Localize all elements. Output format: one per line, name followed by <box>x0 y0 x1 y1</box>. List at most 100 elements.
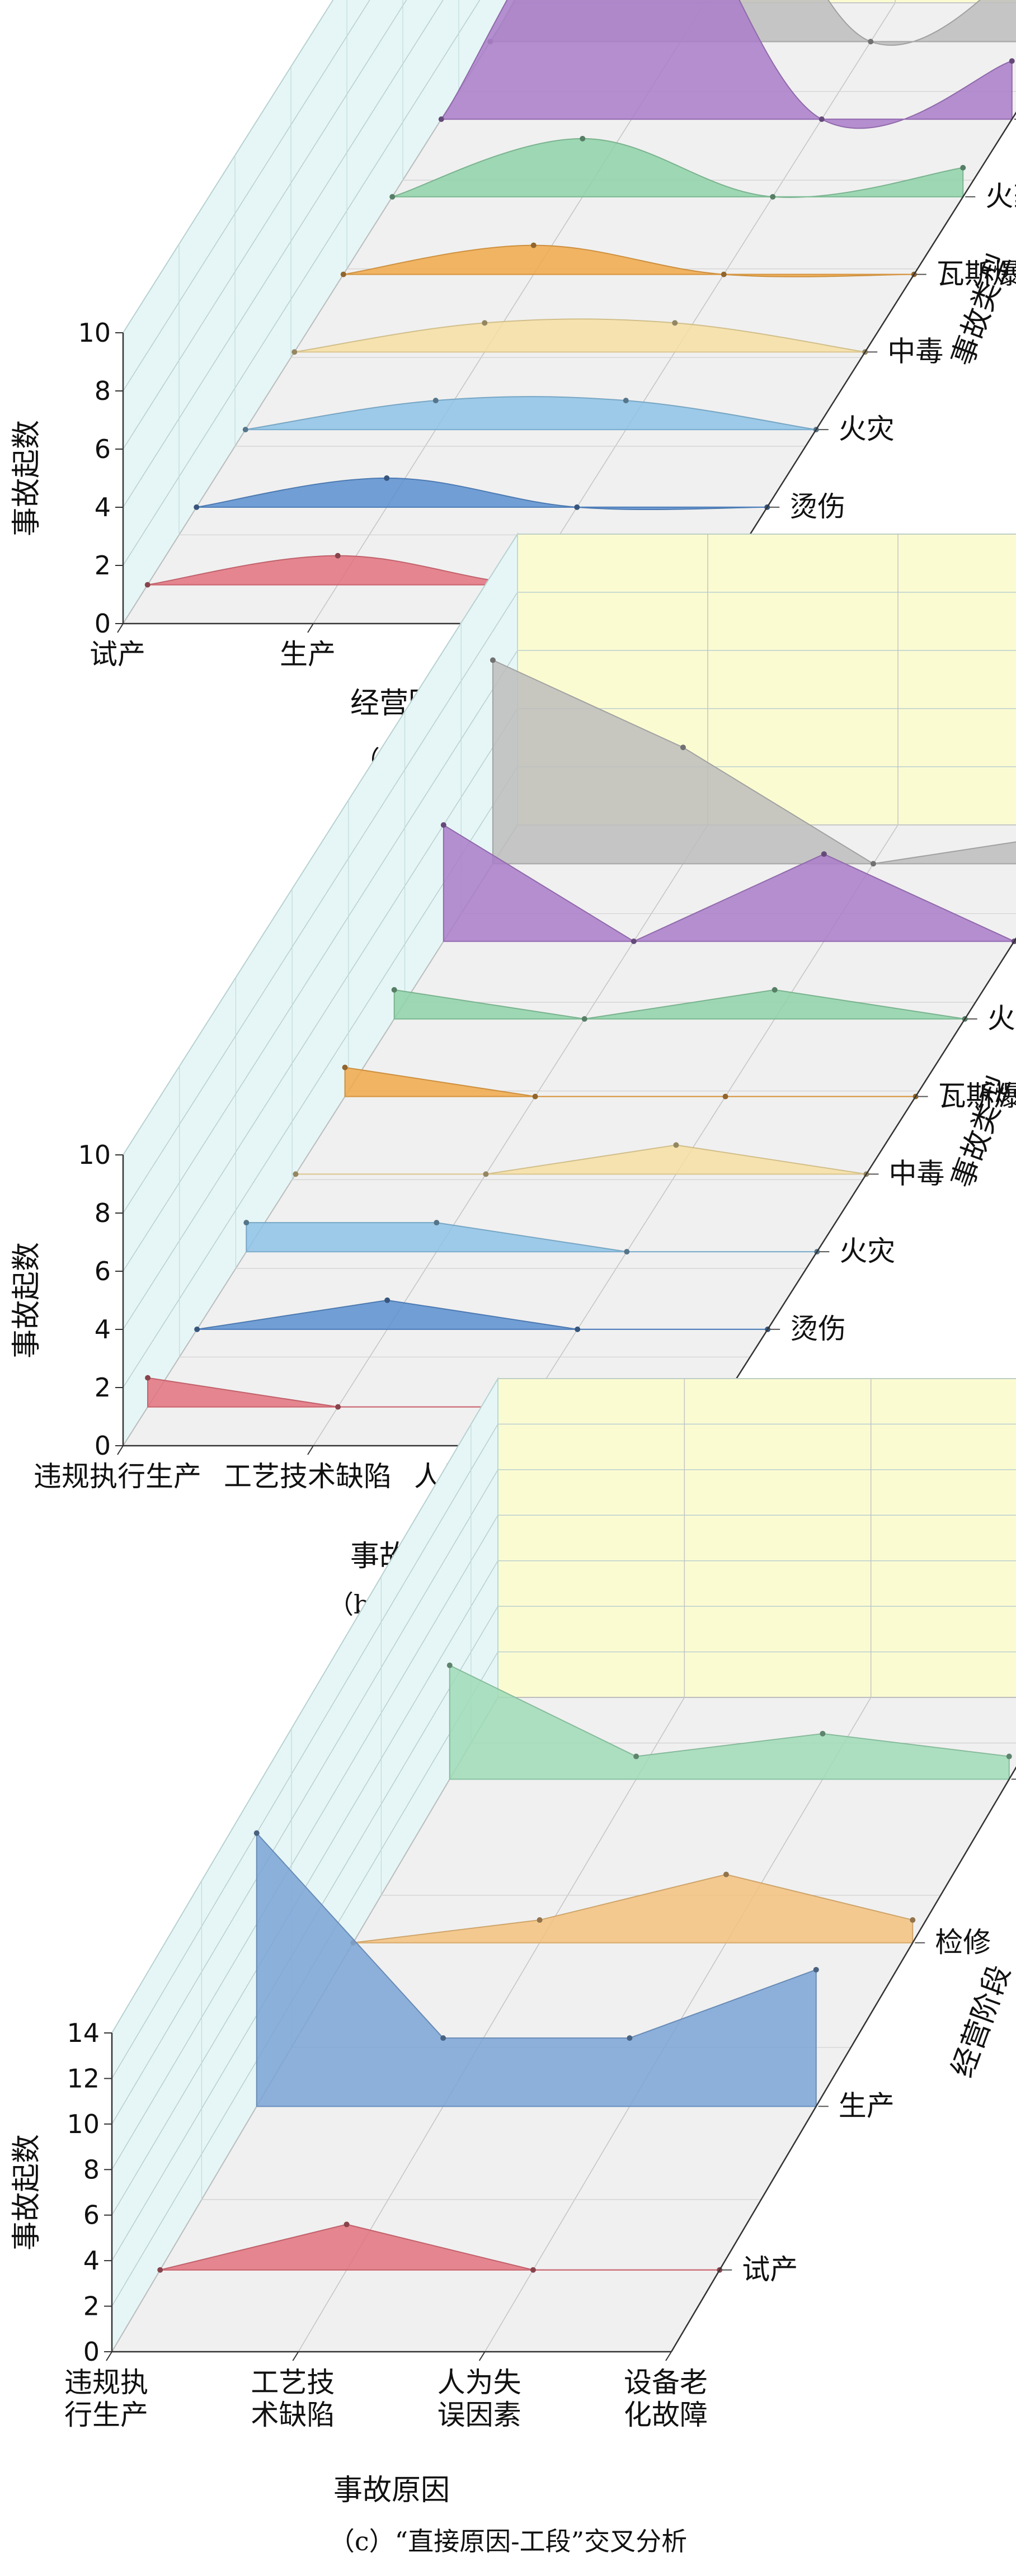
data-point-5-1 <box>342 1064 348 1070</box>
y-tick-label: 6 <box>95 1256 111 1286</box>
data-point-6-2 <box>580 135 586 141</box>
data-point-1-2 <box>335 553 341 559</box>
data-point-6-3 <box>772 987 778 993</box>
data-point-6-1 <box>391 987 397 993</box>
back-wall <box>497 1378 1016 1698</box>
data-point-2-1 <box>194 1326 200 1332</box>
chart-panel-1: 其他爆炸容器爆炸火药爆炸瓦斯爆炸中毒火灾烫伤其他伤害0246810试产生产检修储… <box>10 0 1016 775</box>
y-tick-label: 4 <box>83 2245 100 2276</box>
chart-panel-2: 其他爆炸容器爆炸火药爆炸瓦斯爆炸中毒火灾烫伤其他伤害0246810违规执行生产工… <box>10 532 1016 1620</box>
y-tick-label: 2 <box>95 550 111 581</box>
data-point-1-2 <box>335 1404 341 1410</box>
series-ribbon-2 <box>196 477 768 511</box>
data-point-6-3 <box>770 194 776 200</box>
z-axis-line <box>693 111 1016 624</box>
series-ribbon-5 <box>343 244 914 277</box>
y-tick-label: 4 <box>95 1314 111 1344</box>
x-tick-label: 工艺技术缺陷 <box>224 1460 392 1493</box>
z-axis-line <box>693 937 1016 1446</box>
x-tick-label: 违规执行生产 <box>34 1460 201 1493</box>
data-point-2-2 <box>384 475 390 481</box>
series-ribbon-6 <box>393 989 965 1020</box>
data-point-2-1 <box>194 504 200 510</box>
x-tick-mark <box>117 623 124 633</box>
data-point-4-3 <box>820 1730 826 1737</box>
y-tick-label: 8 <box>95 376 111 406</box>
data-point-1-2 <box>344 2221 350 2228</box>
data-point-7-4 <box>1009 58 1015 64</box>
gridline-y <box>123 0 370 391</box>
x-tick-label: 试产 <box>90 638 145 671</box>
data-point-7-3 <box>821 851 827 857</box>
data-point-4-1 <box>446 1662 453 1668</box>
data-point-3-1 <box>243 1220 250 1226</box>
series-label-1: 试产 <box>742 2253 798 2286</box>
x-axis-title: 事故原因 <box>333 2474 450 2507</box>
series-label-4: 中毒 <box>887 335 943 367</box>
series-label-6: 火药爆炸 <box>987 1002 1016 1035</box>
y-tick-label: 6 <box>95 434 111 464</box>
data-point-4-2 <box>483 1171 489 1177</box>
y-tick-label: 12 <box>67 2063 100 2093</box>
data-point-4-1 <box>291 349 298 355</box>
y-tick-label: 10 <box>78 318 111 348</box>
gridline-y <box>123 0 407 450</box>
data-point-8-3 <box>870 861 876 867</box>
series-label-5: 瓦斯爆炸 <box>937 258 1016 290</box>
data-point-8-2 <box>680 744 686 751</box>
y-tick-label: 0 <box>95 1431 111 1461</box>
data-point-3-3 <box>723 1871 729 1877</box>
figure-caption: （c）“直接原因-工段”交叉分析 <box>329 2526 687 2556</box>
series-label-3: 检修 <box>935 1926 991 1959</box>
gridline-y <box>123 0 481 566</box>
data-point-3-2 <box>434 1220 440 1226</box>
x-tick-label: 设备老化故障 <box>624 2366 708 2431</box>
data-point-3-2 <box>432 398 439 404</box>
data-point-4-3 <box>672 320 678 326</box>
data-point-2-3 <box>575 1326 581 1332</box>
y-tick-label: 8 <box>83 2154 100 2185</box>
series-ribbon-7 <box>440 0 1013 129</box>
data-point-3-3 <box>623 398 629 404</box>
data-point-3-4 <box>910 1917 916 1923</box>
x-tick-mark <box>307 623 314 633</box>
data-point-6-2 <box>581 1016 587 1022</box>
data-point-4-1 <box>293 1171 299 1177</box>
gridline-y <box>123 0 444 508</box>
gridline-x <box>298 1379 685 2352</box>
x-tick-mark <box>292 2351 299 2361</box>
x-tick-mark <box>478 2351 486 2361</box>
data-point-5-1 <box>340 271 346 277</box>
data-point-3-2 <box>537 1917 543 1923</box>
data-point-2-3 <box>574 504 580 510</box>
y-tick-label: 2 <box>95 1372 111 1403</box>
y-tick-label: 4 <box>95 492 111 522</box>
y-axis-title: 事故起数 <box>10 1242 44 1358</box>
data-point-7-2 <box>631 938 637 945</box>
x-tick-label: 工艺技术缺陷 <box>251 2366 335 2431</box>
z-axis-line <box>670 1766 1016 2352</box>
series-ribbon-6 <box>392 138 964 198</box>
data-point-8-1 <box>490 657 496 663</box>
series-ribbon-4 <box>294 318 866 353</box>
series-ribbon-3 <box>245 396 816 431</box>
y-tick-label: 14 <box>67 2018 100 2048</box>
data-point-3-1 <box>242 427 248 433</box>
data-point-2-3 <box>627 2035 633 2041</box>
series-label-5: 瓦斯爆炸 <box>938 1080 1016 1112</box>
y-tick-label: 6 <box>83 2200 100 2230</box>
gridline-y <box>123 0 334 333</box>
gridline-x <box>485 1379 872 2352</box>
series-label-2: 烫伤 <box>790 1313 846 1345</box>
y-tick-label: 10 <box>67 2109 100 2139</box>
data-point-8-3 <box>868 39 874 45</box>
y-axis-title: 事故起数 <box>10 2134 44 2251</box>
data-point-7-1 <box>440 822 446 828</box>
data-point-3-3 <box>624 1249 630 1255</box>
data-point-5-3 <box>721 271 727 277</box>
data-point-4-2 <box>482 320 488 326</box>
x-tick-mark <box>307 1445 314 1455</box>
series-label-3: 火灾 <box>839 1235 895 1267</box>
y-tick-label: 10 <box>78 1140 111 1170</box>
